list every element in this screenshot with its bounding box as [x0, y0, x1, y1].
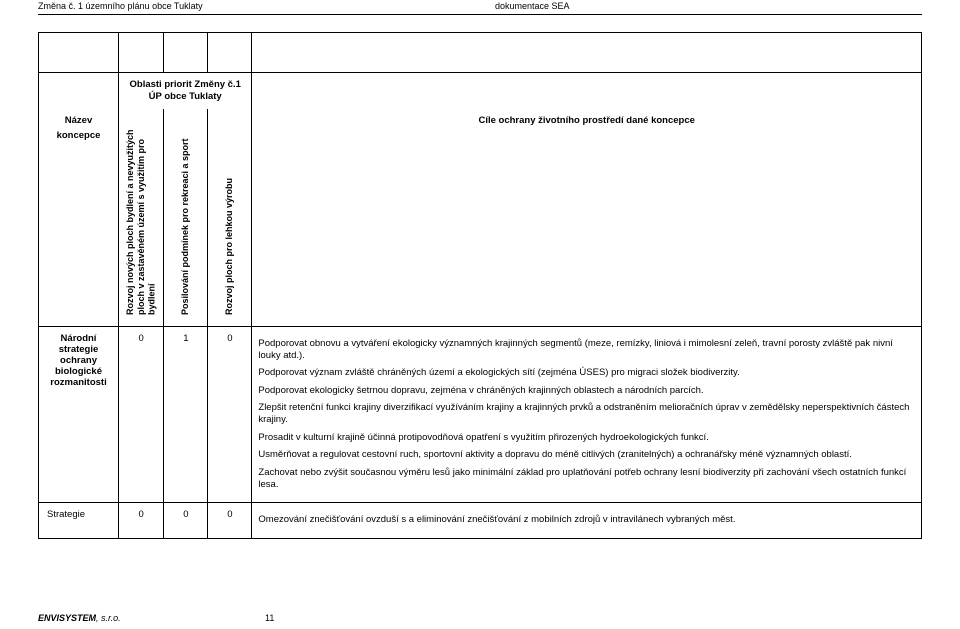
content-para: Omezování znečišťování ovzduší s a elimi…: [258, 514, 915, 526]
row-label: Strategie: [39, 503, 119, 538]
table-row: Strategie 0 0 0 Omezování znečišťování o…: [39, 503, 922, 538]
priorities-title: Oblasti priorit Změny č.1 ÚP obce Tuklat…: [130, 79, 241, 102]
content-para: Podporovat ekologicky šetrnou dopravu, z…: [258, 385, 915, 397]
spacer-row: [39, 33, 922, 73]
row-content: Podporovat obnovu a vytváření ekologicky…: [252, 326, 922, 502]
cell-value: 1: [164, 326, 208, 502]
col1-label-line2: koncepce: [45, 130, 112, 141]
content-para: Podporovat obnovu a vytváření ekologicky…: [258, 338, 915, 363]
col2-vertical-header: Rozvoj nových ploch bydlení a nevyužitýc…: [125, 115, 157, 315]
header-row: Název koncepce Rozvoj nových ploch bydle…: [39, 109, 922, 327]
cell-value: 0: [208, 326, 252, 502]
header-left: Změna č. 1 územního plánu obce Tuklaty: [38, 1, 203, 11]
cell-value: 0: [119, 503, 164, 538]
footer-company-bold: ENVISYSTEM: [38, 613, 96, 623]
header-rule: [38, 14, 922, 15]
footer-page-number: 11: [265, 613, 274, 623]
content-para: Usměrňovat a regulovat cestovní ruch, sp…: [258, 449, 915, 461]
cell-value: 0: [164, 503, 208, 538]
col4-vertical-header: Rozvoj ploch pro lehkou výrobu: [224, 115, 235, 315]
content-para: Podporovat význam zvláště chráněných úze…: [258, 367, 915, 379]
content-para: Zachovat nebo zvýšit současnou výměru le…: [258, 467, 915, 492]
row-label: Národní strategie ochrany biologické roz…: [39, 326, 119, 502]
col3-vertical-header: Posilování podmínek pro rekreaci a sport: [180, 115, 191, 315]
content-para: Zlepšit retenční funkci krajiny diverzif…: [258, 402, 915, 427]
table-row: Národní strategie ochrany biologické roz…: [39, 326, 922, 502]
footer-company-rest: , s.r.o.: [96, 613, 121, 623]
cell-value: 0: [119, 326, 164, 502]
footer-company: ENVISYSTEM, s.r.o.: [38, 613, 121, 623]
col1-label-line1: Název: [45, 115, 112, 126]
row-content: Omezování znečišťování ovzduší s a elimi…: [252, 503, 922, 538]
title-row: Oblasti priorit Změny č.1 ÚP obce Tuklat…: [39, 73, 922, 109]
cell-value: 0: [208, 503, 252, 538]
content-para: Prosadit v kulturní krajině účinná proti…: [258, 432, 915, 444]
main-table: Oblasti priorit Změny č.1 ÚP obce Tuklat…: [38, 32, 922, 539]
col5-header: Cíle ochrany životního prostředí dané ko…: [478, 115, 694, 126]
page: Změna č. 1 územního plánu obce Tuklaty d…: [0, 0, 960, 629]
header-right: dokumentace SEA: [495, 1, 570, 11]
